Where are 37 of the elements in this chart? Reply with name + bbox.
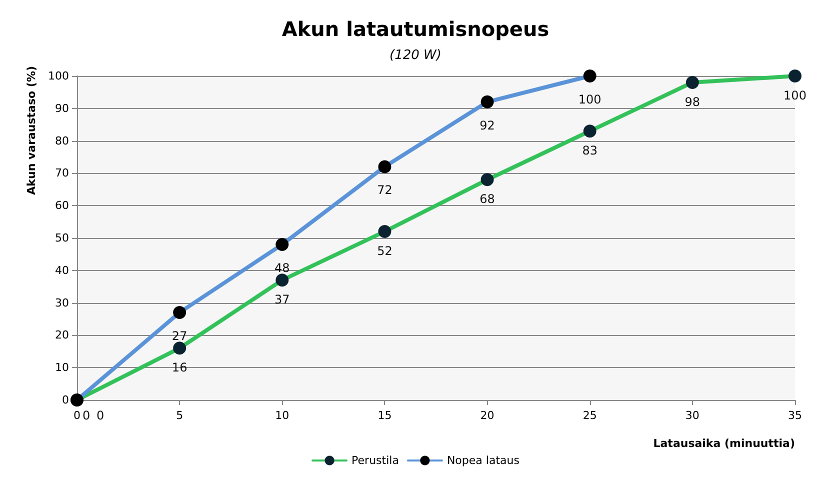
data-label: 100 bbox=[784, 88, 806, 102]
x-tick-label: 25 bbox=[582, 409, 597, 422]
y-tick-label: 90 bbox=[55, 102, 69, 115]
data-label: 48 bbox=[274, 260, 290, 275]
data-label: 16 bbox=[172, 360, 188, 375]
y-tick-label: 80 bbox=[55, 134, 69, 148]
y-tick-label: 100 bbox=[48, 70, 69, 82]
x-tick-label: 0 bbox=[74, 409, 80, 422]
chart-subtitle: (120 W) bbox=[390, 48, 442, 63]
data-label: 52 bbox=[377, 244, 392, 258]
data-label: 27 bbox=[172, 329, 188, 344]
chart-title: Akun latautumisnopeus bbox=[282, 17, 550, 41]
y-axis-title: Akun varaustaso (%) bbox=[25, 66, 38, 195]
y-tick-label: 70 bbox=[55, 166, 69, 180]
x-tick-label: 10 bbox=[275, 409, 290, 422]
data-label: 72 bbox=[377, 183, 392, 198]
y-tick-label: 20 bbox=[55, 328, 69, 342]
x-tick-label: 5 bbox=[176, 409, 184, 422]
x-tick-label: 15 bbox=[378, 409, 392, 422]
x-tick-label: 30 bbox=[685, 409, 700, 422]
data-label: 100 bbox=[578, 92, 602, 106]
data-label: 37 bbox=[274, 292, 290, 307]
data-label: 98 bbox=[684, 94, 700, 109]
x-axis-title: Latausaika (minuuttia) bbox=[653, 437, 795, 450]
y-tick-label: 10 bbox=[55, 361, 69, 374]
legend-label: Perustila bbox=[352, 454, 399, 467]
y-tick-label: 0 bbox=[62, 394, 69, 406]
legend-label: Nopea lataus bbox=[446, 454, 520, 467]
data-label: 92 bbox=[480, 118, 495, 132]
y-tick-label: 60 bbox=[55, 199, 69, 212]
x-tick-label: 20 bbox=[480, 409, 494, 422]
data-label: 83 bbox=[582, 144, 598, 158]
y-tick-label: 50 bbox=[55, 232, 69, 244]
y-tick-label: 30 bbox=[55, 296, 69, 310]
y-tick-label: 40 bbox=[55, 264, 69, 277]
data-label: 68 bbox=[480, 192, 495, 206]
x-tick-label: 35 bbox=[788, 409, 802, 422]
